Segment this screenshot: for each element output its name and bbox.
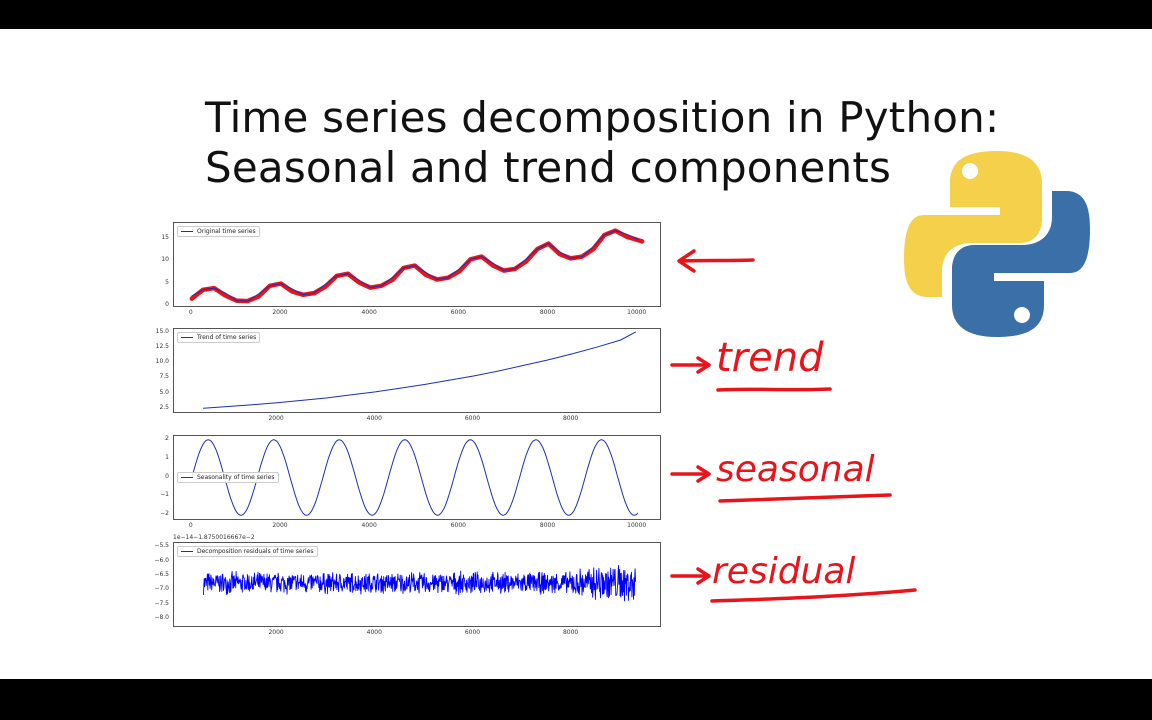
legend-label-residual: Decomposition residuals of time series — [197, 548, 314, 555]
plot-area — [191, 439, 639, 516]
y-tick-label: 2.5 — [159, 403, 169, 411]
y-tick-label: −7.0 — [154, 585, 169, 593]
x-tick-label: 10000 — [627, 309, 647, 316]
y-tick-label: 10.0 — [155, 358, 169, 366]
x-tick-label: 6000 — [450, 522, 466, 529]
python-logo-icon — [904, 151, 1090, 337]
y-tick-label: 12.5 — [155, 342, 169, 350]
plot-area — [189, 228, 645, 304]
x-tick-label: 2000 — [272, 522, 288, 529]
x-tick-label: 4000 — [366, 629, 382, 636]
underline-residual — [710, 588, 917, 603]
plot-area — [203, 331, 636, 409]
y-tick-label: −5.5 — [154, 542, 169, 550]
slide-title-line-2: Seasonal and trend components — [205, 143, 892, 192]
legend-label-trend: Trend of time series — [197, 334, 257, 341]
underline-seasonal — [718, 493, 892, 503]
legend-trend: Trend of time series — [177, 332, 261, 343]
legend-line-swatch — [181, 476, 193, 479]
legend-line-swatch — [181, 550, 193, 553]
y-tick-label: −7.5 — [154, 599, 169, 607]
y-tick-label: −2 — [160, 510, 169, 518]
x-tick-label: 8000 — [539, 522, 556, 529]
x-tick-label: 0 — [188, 522, 193, 529]
y-tick-label: 5.0 — [159, 388, 169, 396]
slide: Time series decomposition in Python: Sea… — [0, 29, 1152, 679]
trend-line — [203, 331, 636, 409]
y-tick-label: 0 — [165, 301, 169, 308]
x-tick-label: 8000 — [562, 415, 579, 422]
x-tick-label: 2000 — [268, 629, 284, 636]
legend-line-swatch — [181, 336, 193, 339]
original-series-highlight — [189, 228, 645, 304]
legend-seasonal: Seasonality of time series — [177, 472, 279, 483]
legend-residual: Decomposition residuals of time series — [177, 546, 318, 557]
annotation-residual: residual — [712, 551, 855, 592]
x-tick-label: 4000 — [361, 309, 377, 316]
legend-original: Original time series — [177, 226, 260, 237]
plot-area — [203, 564, 636, 602]
seasonality-plot: Seasonality of time series — [173, 435, 661, 520]
y-tick-label: −6.5 — [154, 570, 169, 578]
annotation-trend: trend — [716, 335, 824, 381]
handwritten-annotations: trend seasonal residual — [670, 249, 917, 603]
x-tick-label: 2000 — [268, 415, 284, 422]
legend-label-seasonal: Seasonality of time series — [197, 474, 275, 481]
residual-offset-text: 1e−14−1.8750016667e−2 — [173, 534, 255, 541]
y-tick-label: −8.0 — [154, 613, 169, 621]
underline-trend — [716, 387, 832, 392]
x-tick-label: 8000 — [539, 309, 556, 316]
slide-title-line-1: Time series decomposition in Python: — [205, 93, 1000, 142]
y-tick-label: 7.5 — [159, 373, 169, 381]
y-tick-label: −1 — [160, 491, 169, 499]
y-tick-label: 5 — [165, 278, 169, 286]
x-tick-label: 4000 — [366, 415, 382, 422]
y-tick-label: 0 — [165, 472, 169, 480]
y-tick-label: 15.0 — [155, 327, 169, 335]
y-tick-label: −6.0 — [154, 556, 169, 564]
residual-line — [203, 564, 636, 602]
residuals-plot: Decomposition residuals of time series — [173, 542, 661, 627]
x-tick-label: 6000 — [464, 629, 481, 636]
y-tick-label: 1 — [165, 453, 169, 461]
legend-line-swatch — [181, 230, 193, 233]
legend-label-original: Original time series — [197, 228, 256, 235]
trend-plot: Trend of time series — [173, 328, 661, 413]
y-tick-label: 10 — [161, 256, 169, 264]
x-tick-label: 6000 — [464, 415, 481, 422]
x-tick-label: 0 — [188, 309, 193, 316]
x-tick-label: 2000 — [272, 309, 288, 316]
annotation-seasonal: seasonal — [716, 449, 875, 490]
y-tick-label: 2 — [165, 434, 169, 442]
y-tick-label: 15 — [161, 233, 169, 241]
x-tick-label: 10000 — [627, 522, 647, 529]
original-series-plot: Original time series — [173, 222, 661, 307]
x-tick-label: 4000 — [361, 522, 377, 529]
arrow-to-original — [678, 258, 755, 263]
original-series-line — [191, 230, 639, 302]
seasonal-line — [191, 439, 639, 516]
x-tick-label: 8000 — [562, 629, 579, 636]
x-tick-label: 6000 — [450, 309, 466, 316]
